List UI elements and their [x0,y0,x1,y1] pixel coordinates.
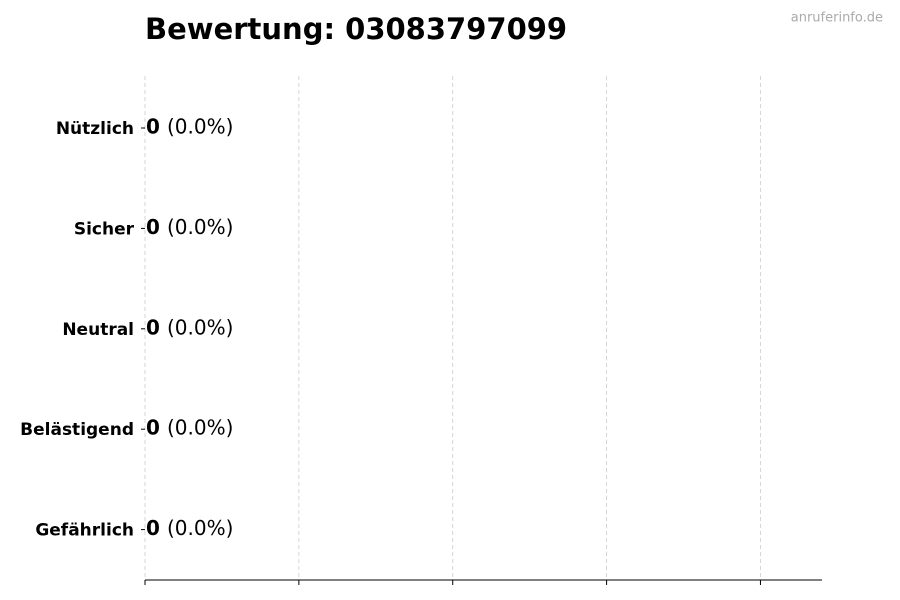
share-label: (0.0%) [167,115,233,139]
value-label: 0 [146,516,160,540]
watermark: anruferinfo.de [791,11,883,26]
value-label: 0 [146,115,160,139]
share-label: (0.0%) [167,516,233,540]
y-tick-label: Gefährlich [35,521,134,541]
share-label: (0.0%) [167,215,233,239]
y-tick-label: Belästigend [20,420,134,440]
share-label: (0.0%) [167,315,233,339]
share-label: (0.0%) [167,416,233,440]
chart-title: Bewertung: 03083797099 [145,12,567,46]
value-label: 0 [146,315,160,339]
y-tick-label: Nützlich [56,119,134,139]
value-label: 0 [146,416,160,440]
y-tick-label: Sicher [74,219,135,239]
y-tick-label: Neutral [62,320,134,340]
value-label: 0 [146,215,160,239]
